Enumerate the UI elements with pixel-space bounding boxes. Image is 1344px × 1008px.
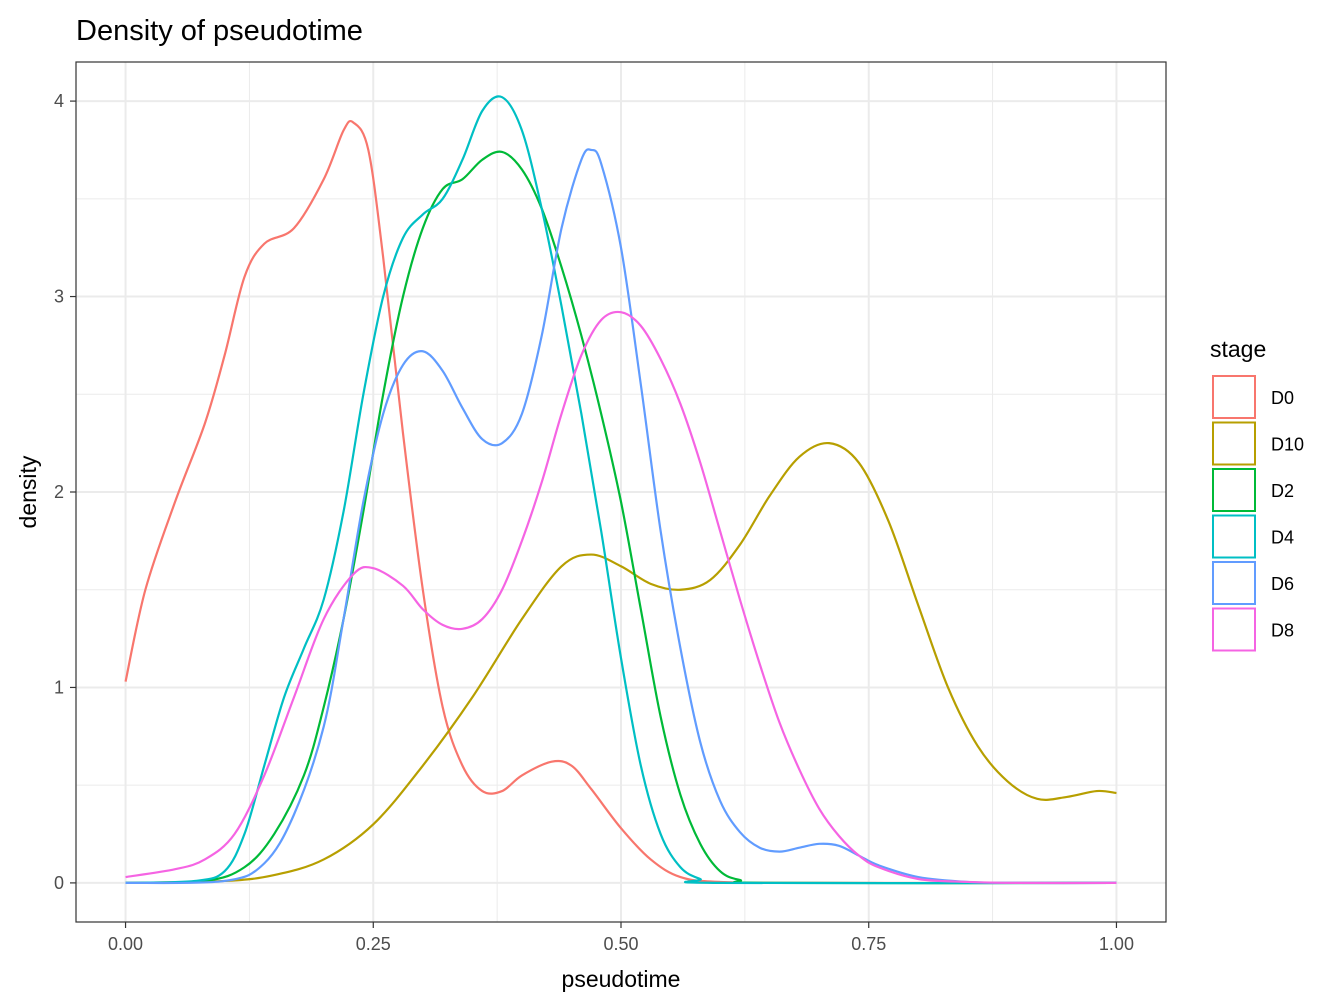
legend-key-d10 (1212, 421, 1256, 466)
chart-title: Density of pseudotime (76, 15, 363, 47)
legend-key-d4 (1212, 514, 1256, 559)
legend-label-d4: D4 (1271, 528, 1294, 548)
x-tick-label: 0.25 (356, 934, 391, 954)
series-lines (124, 95, 1117, 885)
legend: stage D0 D10 D2 D4 D6 D8 (1210, 336, 1304, 652)
series-line-d6 (125, 148, 1117, 885)
series-line-d8 (125, 310, 1117, 885)
y-axis-title: density (15, 455, 41, 528)
x-tick-label: 1.00 (1099, 934, 1134, 954)
series-line-d10 (125, 441, 1117, 885)
legend-key-d6 (1212, 561, 1256, 605)
y-tick-label: 1 (54, 677, 64, 697)
x-tick-label: 0.50 (603, 934, 638, 954)
legend-label-d10: D10 (1271, 435, 1304, 455)
legend-label-d2: D2 (1271, 481, 1294, 501)
y-tick-label: 2 (54, 482, 64, 502)
x-axis: 0.00 0.25 0.50 0.75 1.00 (108, 922, 1134, 954)
legend-label-d0: D0 (1271, 388, 1294, 408)
x-axis-title: pseudotime (562, 966, 681, 992)
y-axis: 0 1 2 3 4 (54, 91, 76, 893)
legend-key-d2 (1212, 468, 1256, 512)
legend-label-d8: D8 (1271, 621, 1294, 641)
grid-major (76, 62, 1166, 922)
legend-title: stage (1210, 336, 1266, 362)
legend-label-d6: D6 (1271, 574, 1294, 594)
y-tick-label: 4 (54, 91, 64, 111)
series-line-d2 (125, 150, 1117, 885)
x-tick-label: 0.00 (108, 934, 143, 954)
x-tick-label: 0.75 (851, 934, 886, 954)
series-line-d4 (125, 95, 1117, 885)
legend-key-d0 (1212, 375, 1256, 419)
y-tick-label: 3 (54, 287, 64, 307)
legend-key-d8 (1212, 607, 1256, 652)
series-line-d0 (124, 120, 1117, 885)
y-tick-label: 0 (54, 873, 64, 893)
